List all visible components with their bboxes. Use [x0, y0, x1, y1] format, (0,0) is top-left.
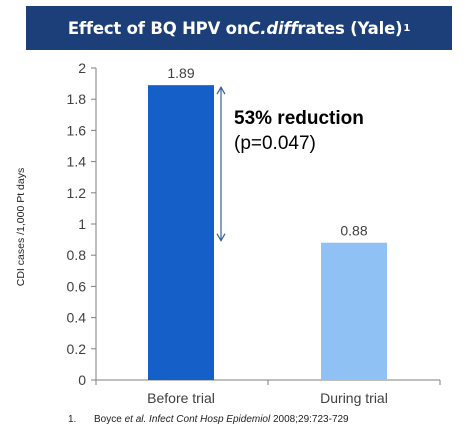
- y-tick-label: 1.8: [67, 91, 87, 107]
- chart-title-banner: Effect of BQ HPV on C.diff rates (Yale) 1: [26, 6, 452, 50]
- y-tick-label: 0.8: [67, 247, 87, 263]
- reduction-arrow-head-bottom: [216, 233, 226, 242]
- y-tick-label: 0.2: [67, 341, 87, 357]
- y-tick-label: 2: [78, 60, 86, 76]
- y-tick-label: 1.4: [67, 154, 87, 170]
- footnote-authors: Boyce: [94, 414, 125, 425]
- data-label-1: 1.89: [167, 65, 194, 81]
- footnote-etal: et al.: [124, 414, 147, 425]
- annotation-detail: (p=0.047): [234, 133, 316, 154]
- title-suffix: rates (Yale): [297, 18, 403, 38]
- footnote-number: 1.: [68, 414, 77, 425]
- footnote-citation: 2008;29:723-729: [270, 414, 349, 425]
- y-tick-label: 1.2: [67, 185, 87, 201]
- title-prefix: Effect of BQ HPV on: [67, 18, 249, 38]
- footnote-journal: Infect Cont Hosp Epidemiol: [146, 414, 271, 425]
- reduction-arrow-head-top: [216, 85, 226, 95]
- y-tick-label: 1: [78, 216, 86, 232]
- y-tick-label: 0.6: [67, 278, 87, 294]
- x-category-label-1: Before trial: [147, 390, 215, 406]
- x-category-label-2: During trial: [320, 390, 388, 406]
- y-tick-label: 0.4: [67, 310, 87, 326]
- y-axis-title: CDI cases /1,000 Pt days: [15, 168, 27, 286]
- data-label-2: 0.88: [340, 223, 367, 239]
- bar-1: [148, 85, 214, 380]
- bar-2: [321, 242, 387, 380]
- y-tick-label: 0: [78, 372, 86, 388]
- title-reference-marker: 1: [403, 22, 411, 34]
- title-italic-organism: C.diff: [248, 18, 298, 38]
- y-tick-label: 1.6: [67, 122, 87, 138]
- bar-chart: 0 0.2 0.4 0.6 0.8 1 1.2 1.4 1.6 1.8 2 CDI cases /1,…: [15, 60, 441, 406]
- reference-footnote: 1. Boyce et al. Infect Cont Hosp Epidemio…: [68, 414, 349, 425]
- annotation-headline: 53% reduction: [234, 108, 364, 129]
